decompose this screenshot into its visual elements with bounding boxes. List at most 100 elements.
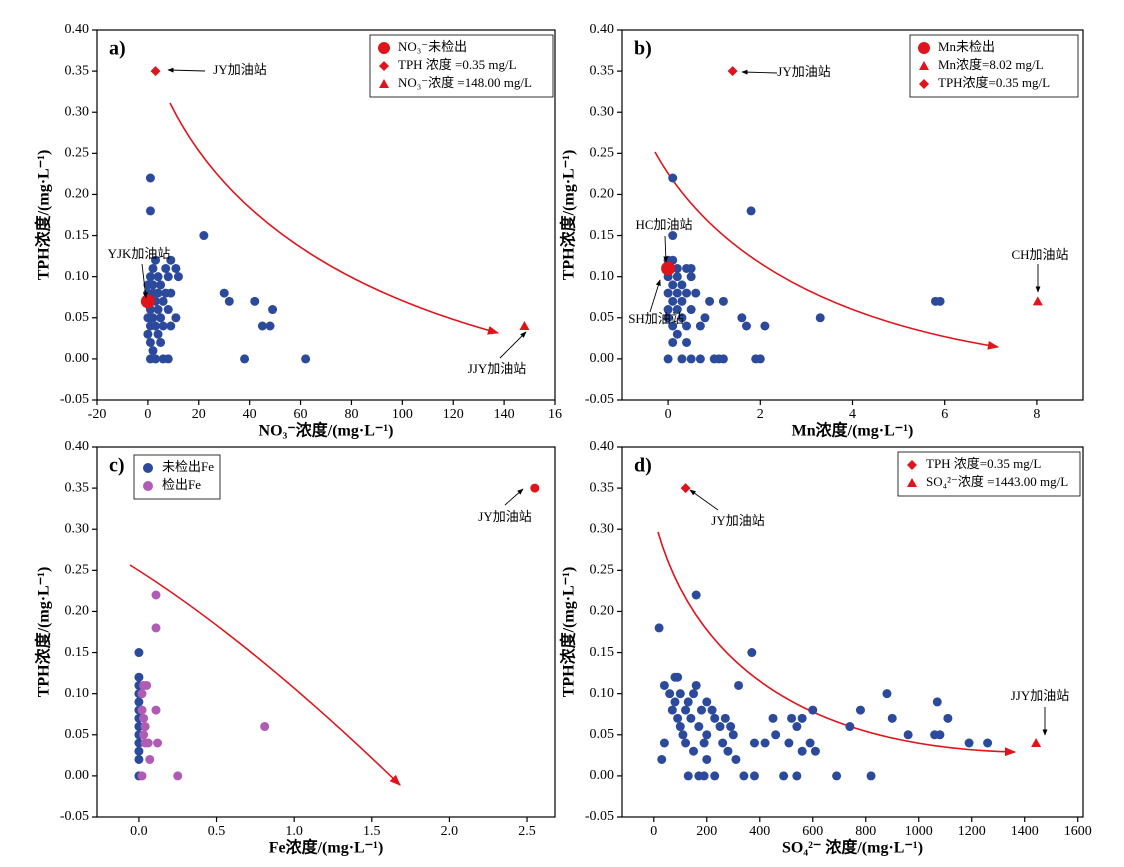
point (143, 738, 153, 748)
point (148, 346, 158, 356)
point (810, 746, 820, 756)
point (148, 280, 158, 290)
point (530, 483, 540, 493)
y-tick-label: 0.20 (590, 604, 615, 619)
point (663, 305, 673, 315)
y-tick-label: 0.30 (590, 104, 615, 119)
x-tick-label: 0 (650, 824, 657, 839)
point (691, 680, 701, 690)
y-tick-label: 0.25 (590, 146, 615, 161)
y-tick-label: 0.05 (65, 727, 90, 742)
point (797, 746, 807, 756)
x-tick-label: 60 (294, 407, 308, 422)
legend-marker (143, 481, 153, 491)
annotation: JY加油站 (777, 64, 830, 79)
point (686, 272, 696, 282)
annotation-arrow (663, 235, 669, 263)
x-tick-label: 2.5 (518, 824, 536, 839)
point (689, 746, 699, 756)
point (681, 738, 691, 748)
point (683, 697, 693, 707)
point (680, 483, 691, 494)
point (173, 272, 183, 282)
x-tick-label: 0.5 (208, 824, 226, 839)
legend-label: TPH 浓度=0.35 mg/L (926, 456, 1041, 471)
point (151, 354, 161, 364)
point (845, 722, 855, 732)
point (668, 231, 678, 241)
point (166, 255, 176, 265)
point (137, 705, 147, 715)
point (1031, 738, 1042, 747)
y-tick-label: 0.00 (65, 351, 90, 366)
y-tick-label: -0.05 (60, 809, 89, 824)
y-tick-label: 0.40 (590, 22, 615, 37)
x-tick-label: 1.0 (285, 824, 303, 839)
y-tick-label: 0.05 (65, 310, 90, 325)
x-tick-label: 200 (696, 824, 717, 839)
point (139, 713, 149, 723)
point (151, 623, 161, 633)
point (161, 263, 171, 273)
point (749, 771, 759, 781)
point (224, 296, 234, 306)
point (665, 689, 675, 699)
point (694, 722, 704, 732)
point (156, 337, 166, 347)
y-tick-label: 0.35 (590, 480, 615, 495)
x-tick-label: 1000 (905, 824, 933, 839)
point (668, 337, 678, 347)
point (726, 722, 736, 732)
point (153, 329, 163, 339)
point (148, 263, 158, 273)
point (301, 354, 311, 364)
point (682, 288, 692, 298)
y-axis-label: TPH浓度/(mg·L⁻¹) (34, 150, 53, 281)
x-axis-label: Mn浓度/(mg·L⁻¹) (792, 421, 914, 440)
y-tick-label: 0.35 (590, 63, 615, 78)
point (723, 746, 733, 756)
legend-label: 检出Fe (162, 477, 201, 492)
annotation-arrow (741, 69, 778, 75)
point (718, 354, 728, 364)
x-tick-label: 1200 (958, 824, 986, 839)
point (677, 313, 687, 323)
point (707, 705, 717, 715)
annotation: JJY加油站 (1011, 688, 1070, 703)
y-tick-label: -0.05 (585, 809, 614, 824)
point (677, 354, 687, 364)
legend-marker (379, 79, 389, 88)
y-tick-label: 0.00 (590, 351, 615, 366)
point (686, 305, 696, 315)
point (720, 713, 730, 723)
point (142, 680, 152, 690)
x-tick-label: 4 (849, 407, 856, 422)
panel-label: d) (634, 455, 652, 477)
point (163, 272, 173, 282)
point (153, 738, 163, 748)
point (677, 296, 687, 306)
y-tick-label: 0.20 (590, 187, 615, 202)
point (755, 354, 765, 364)
y-tick-label: 0.30 (65, 104, 90, 119)
legend-marker (919, 61, 929, 70)
point (661, 261, 676, 276)
point (768, 713, 778, 723)
legend-label: Mn未检出 (938, 39, 995, 54)
x-tick-label: 140 (494, 407, 515, 422)
y-tick-label: 0.05 (590, 727, 615, 742)
y-tick-label: 0.10 (65, 269, 90, 284)
trend-curve (654, 151, 1000, 350)
point (672, 272, 682, 282)
point (663, 313, 673, 323)
legend-box (897, 451, 1081, 497)
x-tick-label: 120 (443, 407, 464, 422)
x-tick-label: 8 (1033, 407, 1040, 422)
point (139, 730, 149, 740)
point (739, 771, 749, 781)
point (519, 321, 530, 330)
point (699, 771, 709, 781)
point (779, 771, 789, 781)
point (657, 754, 667, 764)
y-tick-label: -0.05 (585, 392, 614, 407)
